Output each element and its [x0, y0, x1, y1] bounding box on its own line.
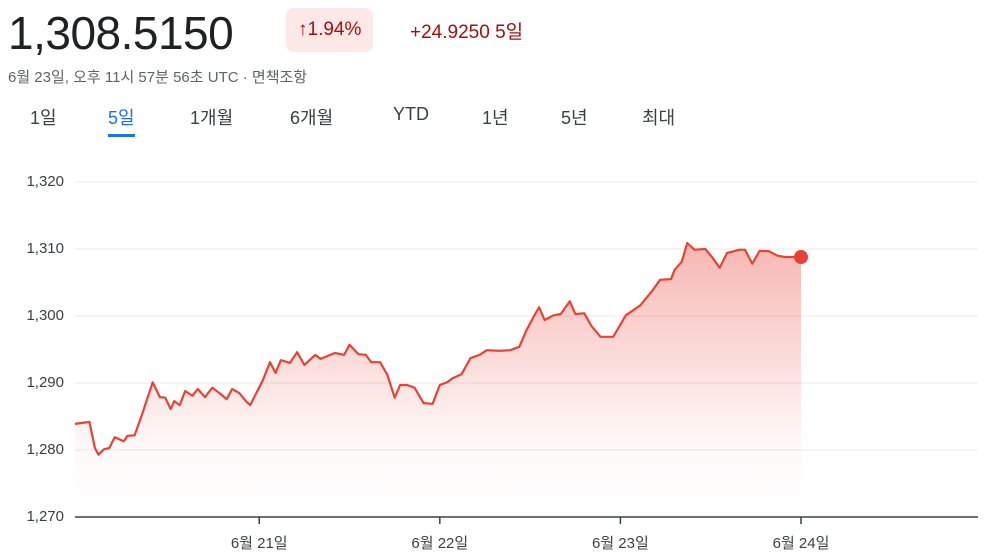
y-tick-label: 1,290: [26, 374, 64, 391]
change-pct: 1.94%: [307, 19, 362, 40]
range-tab[interactable]: 1개월: [190, 108, 234, 128]
x-tick-label: 6월 24일: [773, 535, 830, 552]
area: [75, 243, 802, 517]
range-tab[interactable]: 5일: [108, 104, 135, 137]
change-value: +24.9250: [410, 22, 490, 43]
range-tab[interactable]: 6개월: [290, 108, 334, 128]
x-tick-label: 6월 21일: [231, 535, 288, 552]
change-badge: ↑1.94%: [286, 8, 374, 52]
range-tab[interactable]: YTD: [393, 104, 429, 124]
y-tick-label: 1,320: [26, 173, 64, 190]
y-tick-label: 1,270: [26, 508, 64, 525]
up-arrow: ↑: [298, 19, 308, 40]
price: 1,308.5150: [8, 7, 234, 59]
x-tick-label: 6월 23일: [592, 535, 649, 552]
price-line: [74, 241, 801, 456]
y-tick-label: 1,280: [26, 441, 64, 458]
range-tab[interactable]: 최대: [642, 108, 676, 128]
change-period: 5일: [495, 22, 524, 43]
quote-header: 1,308.5150 ↑1.94% +24.9250 5일 6월 23일, 오후…: [0, 0, 986, 150]
y-tick-label: 1,310: [26, 240, 64, 257]
timestamp: 6월 23일, 오후 11시 57분 56초 UTC · 면책조항: [8, 69, 308, 86]
end-dot: [794, 250, 809, 265]
change-abs: +24.9250 5일: [410, 17, 523, 44]
range-tab[interactable]: 1일: [30, 108, 57, 128]
range-tab[interactable]: 1년: [482, 108, 509, 128]
range-tab[interactable]: 5년: [561, 108, 588, 128]
y-tick-label: 1,300: [26, 307, 64, 324]
x-tick-label: 6월 22일: [411, 535, 468, 552]
